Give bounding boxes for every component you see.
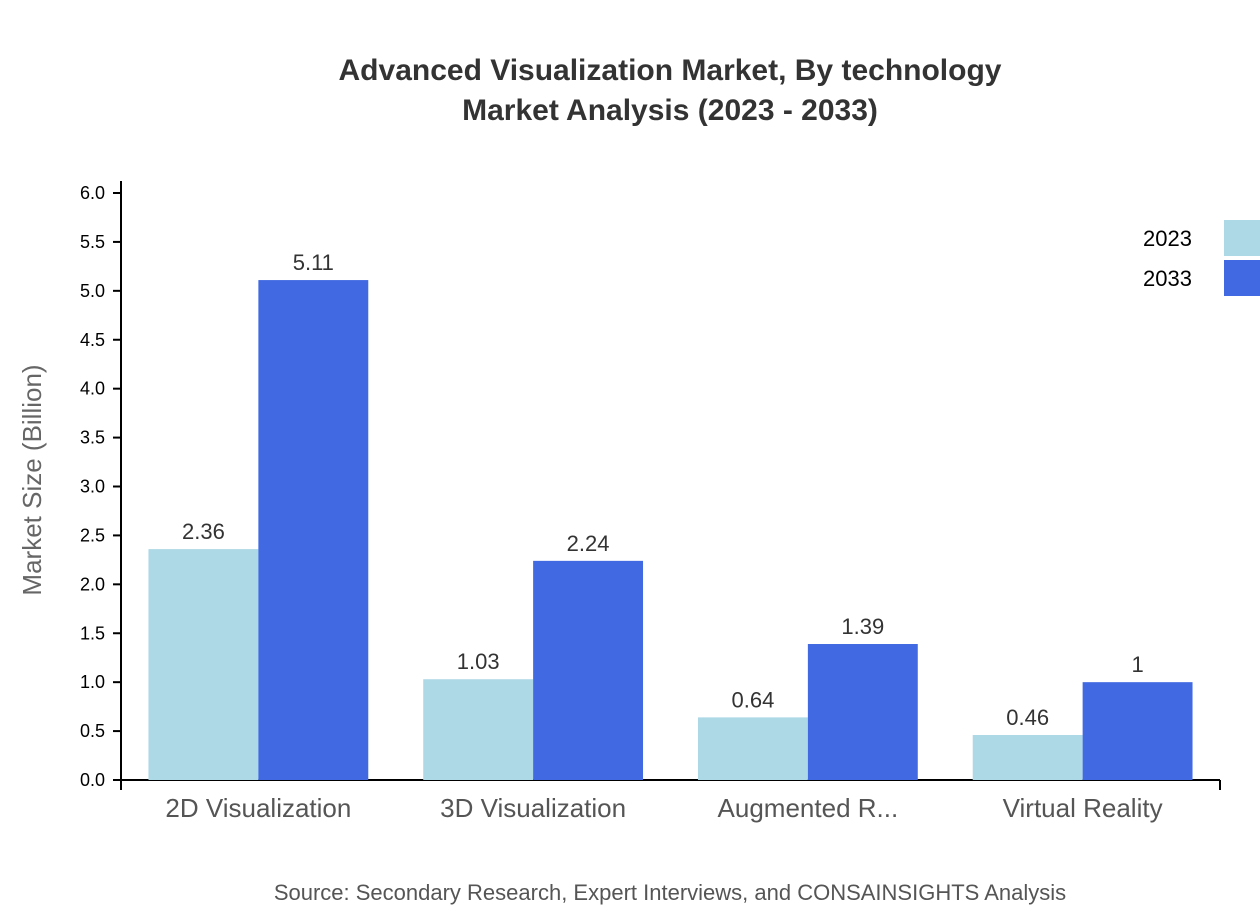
axes: 0.0 0.5 1.0 1.5 2.0 2.5 3.0 3.5 4.0 4.5 5.0 5.5 6.0 2… <box>80 181 1221 823</box>
y-tick-label: 4.0 <box>80 379 105 399</box>
y-tick-label: 6.0 <box>80 183 105 203</box>
data-label: 5.11 <box>293 250 334 275</box>
y-tick-label: 3.0 <box>80 477 105 497</box>
source-note: Source: Secondary Research, Expert Inter… <box>274 880 1066 905</box>
legend-label: 2033 <box>1143 266 1192 291</box>
y-tick-label: 5.5 <box>80 232 105 252</box>
x-tick-label: Virtual Reality <box>1003 793 1163 823</box>
data-label: 1 <box>1131 652 1143 677</box>
x-tick-label: 3D Visualization <box>440 793 626 823</box>
legend: 2023 2033 <box>1143 220 1260 296</box>
chart-title-line-1: Advanced Visualization Market, By techno… <box>339 54 1002 87</box>
bar-2023 <box>423 679 534 780</box>
data-label: 2.36 <box>182 519 225 544</box>
y-tick-label: 4.5 <box>80 330 105 350</box>
y-tick-label: 0.5 <box>80 721 105 741</box>
data-label: 1.39 <box>841 614 884 639</box>
data-label: 0.64 <box>732 687 775 712</box>
bar-2023 <box>148 549 259 780</box>
y-tick-label: 1.0 <box>80 672 105 692</box>
data-label: 2.24 <box>567 531 610 556</box>
legend-swatch-2033 <box>1224 260 1260 296</box>
y-tick-label: 2.0 <box>80 574 105 594</box>
bars: 2.36 5.11 1.03 2.24 0.64 1.39 0.46 1 <box>148 250 1193 780</box>
y-tick-label: 2.5 <box>80 525 105 545</box>
bar-2033 <box>807 644 918 780</box>
y-tick-label: 1.5 <box>80 623 105 643</box>
bar-2033 <box>1082 682 1193 780</box>
bar-2033 <box>258 280 369 780</box>
bar-2023 <box>697 717 808 780</box>
legend-swatch-2023 <box>1224 220 1260 256</box>
legend-label: 2023 <box>1143 226 1192 251</box>
bar-2033 <box>533 560 644 780</box>
y-axis-label: Market Size (Billion) <box>17 364 47 595</box>
data-label: 1.03 <box>457 649 500 674</box>
y-tick-label: 0.0 <box>80 770 105 790</box>
y-tick-label: 5.0 <box>80 281 105 301</box>
x-tick-label: 2D Visualization <box>165 793 351 823</box>
bar-2023 <box>972 734 1083 780</box>
data-label: 0.46 <box>1006 705 1049 730</box>
chart-title-line-2: Market Analysis (2023 - 2033) <box>462 94 878 127</box>
x-tick-label: Augmented R... <box>718 793 899 823</box>
y-tick-label: 3.5 <box>80 428 105 448</box>
